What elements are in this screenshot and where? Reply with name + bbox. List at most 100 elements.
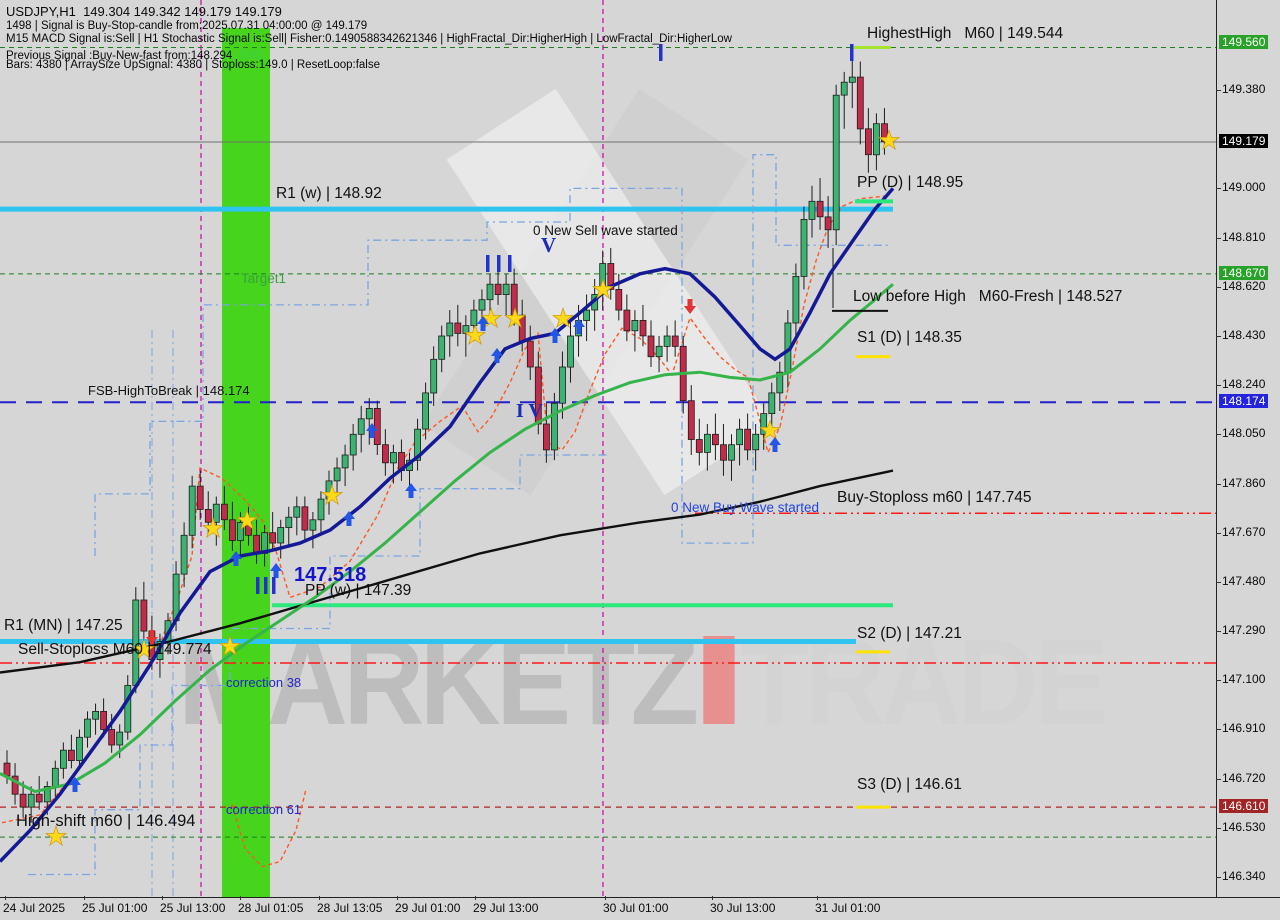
- star-signal-icon: ★: [877, 125, 900, 155]
- price-tick-label: 148.050: [1215, 426, 1266, 441]
- candle-body: [671, 335, 679, 347]
- chart-annotation: 0 New Sell wave started: [533, 223, 678, 238]
- candle-body: [583, 309, 590, 321]
- candle-body: [293, 506, 301, 518]
- candle-body: [92, 711, 99, 720]
- candle-body: [816, 200, 824, 218]
- chart-annotation: PP (D) | 148.95: [857, 174, 964, 191]
- candle-body: [204, 508, 212, 523]
- candle-body: [840, 81, 848, 96]
- candle-body: [551, 402, 558, 451]
- candle-body: [728, 444, 735, 461]
- candle-body: [454, 322, 462, 334]
- candle-body: [212, 503, 220, 523]
- wave-tick-marker: [659, 44, 663, 61]
- wave-tick-marker: [486, 255, 490, 272]
- chart-annotation: FSB-HighToBreak | 148.174: [88, 383, 250, 398]
- sell-arrow-icon: [146, 630, 158, 645]
- buy-arrow-icon: [405, 483, 417, 498]
- sell-arrow-icon: [684, 299, 696, 314]
- watermark-text-right: TRADE: [740, 614, 1108, 750]
- indicator-line: [28, 454, 610, 876]
- chart-annotation: Target1: [241, 271, 287, 286]
- candle-body: [704, 433, 711, 453]
- bars-status-line: Bars: 4380 | ArraySize UpSignal: 4380 | …: [6, 59, 380, 71]
- candle-body: [470, 309, 478, 327]
- chart-annotation: S3 (D) | 146.61: [857, 776, 962, 793]
- wave-tick-marker: [264, 577, 268, 594]
- candle-body: [309, 519, 317, 531]
- chart-annotation: correction 38: [226, 675, 302, 690]
- previous-signal-text: Previous Signal :Buy-New-fast from:148.2…: [6, 50, 239, 62]
- chart-annotation: Buy-Stoploss m60 | 147.745: [837, 489, 1032, 506]
- candle-body: [494, 283, 502, 296]
- candle-body: [108, 729, 116, 746]
- price-badge: 146.610: [1219, 799, 1269, 814]
- indicator-status-line: M15 MACD Signal is:Sell | H1 Stochastic …: [6, 33, 732, 45]
- price-chart[interactable]: ★★ ★★ ★★★★ ★ ★★★★: [0, 0, 1216, 897]
- candle-body: [188, 485, 196, 536]
- wave-tick-marker: [272, 577, 276, 594]
- candle-body: [623, 309, 631, 332]
- buy-arrow-icon: [343, 511, 355, 526]
- candle-body: [228, 519, 236, 541]
- candle-body: [60, 749, 67, 769]
- buy-arrow-icon: [69, 777, 81, 792]
- price-badge: 149.179: [1219, 134, 1269, 149]
- chart-annotation: PP (w) | 147.39: [305, 582, 412, 599]
- candle-body: [881, 123, 888, 143]
- candle-body: [100, 711, 107, 730]
- candle-body: [615, 288, 623, 311]
- candle-body: [349, 433, 357, 456]
- candle-body: [116, 731, 124, 746]
- buy-arrow-icon: [491, 348, 503, 363]
- buy-arrow-icon: [573, 319, 585, 334]
- candle-body: [438, 335, 446, 360]
- wave-tick-marker: [256, 577, 260, 594]
- candle-body: [502, 283, 510, 296]
- candle-body: [824, 216, 832, 231]
- candle-body: [245, 522, 252, 536]
- candle-body: [180, 534, 188, 575]
- chart-annotation: S2 (D) | 147.21: [857, 625, 962, 642]
- candle-body: [27, 793, 35, 808]
- candle-body: [607, 263, 615, 290]
- candle-body: [736, 428, 743, 446]
- candle-body: [639, 319, 647, 337]
- candle-body: [865, 128, 872, 156]
- chart-annotation: HighestHigh M60 | 149.544: [867, 25, 1064, 42]
- price-tick-label: 147.100: [1215, 672, 1266, 687]
- chart-annotation: R1 (MN) | 147.25: [4, 617, 123, 634]
- price-tick-label: 147.290: [1215, 623, 1266, 638]
- candle-body: [760, 413, 768, 435]
- price-tick-label: 147.670: [1215, 524, 1266, 539]
- candle-body: [422, 392, 430, 430]
- candle-body: [317, 498, 325, 521]
- candle-body: [873, 123, 880, 156]
- time-tick-label: 29 Jul 01:00: [395, 896, 461, 915]
- signal-line: 1498 | Signal is Buy-Stop-candle from:20…: [6, 20, 368, 32]
- time-tick-label: 25 Jul 01:00: [82, 896, 148, 915]
- time-tick-label: 28 Jul 13:05: [317, 896, 383, 915]
- candle-body: [478, 299, 486, 311]
- chart-annotation: V: [541, 233, 557, 257]
- price-tick-label: 148.240: [1215, 377, 1266, 392]
- candle-body: [11, 775, 19, 795]
- wave-tick-marker: [497, 255, 501, 272]
- price-axis-border: [1216, 0, 1217, 897]
- candle-body: [567, 335, 574, 368]
- buy-arrow-icon: [477, 316, 489, 331]
- candle-body: [430, 358, 438, 394]
- chart-annotation: 147.518: [294, 564, 367, 586]
- chart-annotation: Low before High M60-Fresh | 148.527: [853, 288, 1123, 305]
- star-signal-icon: ★: [758, 415, 781, 445]
- candle-body: [285, 516, 293, 529]
- indicator-line: [0, 187, 895, 863]
- candle-body: [389, 452, 397, 464]
- candle-body: [720, 444, 727, 461]
- candle-body: [687, 400, 695, 440]
- time-tick-label: 28 Jul 01:05: [238, 896, 304, 915]
- candle-body: [808, 200, 816, 220]
- chart-annotation: 0 New Buy Wave started: [671, 500, 820, 515]
